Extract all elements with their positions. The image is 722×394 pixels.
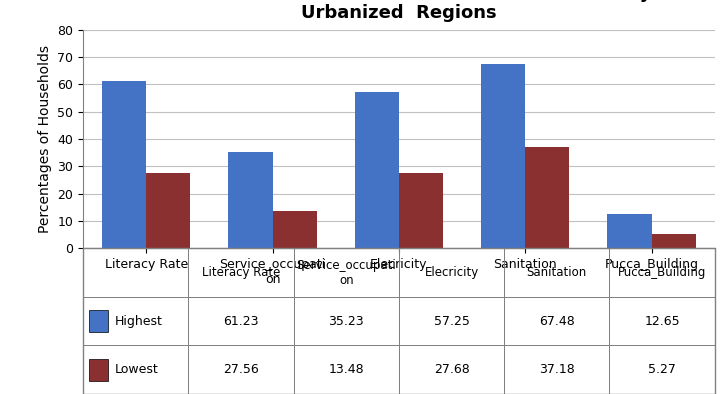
- Text: 57.25: 57.25: [434, 315, 469, 327]
- Bar: [355, 92, 399, 248]
- Bar: [294, 248, 399, 297]
- Bar: [526, 147, 570, 248]
- Text: Lowest: Lowest: [115, 363, 158, 376]
- Text: 12.65: 12.65: [644, 315, 680, 327]
- Text: 13.48: 13.48: [329, 363, 364, 376]
- Title: Scenario of Urbanizataion Paramerters   in Moderately Low
Urbanized  Regions: Scenario of Urbanizataion Paramerters in…: [100, 0, 698, 22]
- Bar: [228, 152, 273, 248]
- Bar: [90, 310, 108, 332]
- Bar: [102, 81, 146, 248]
- Bar: [273, 211, 317, 248]
- Text: Service_occupati
on: Service_occupati on: [297, 258, 396, 286]
- Text: 27.68: 27.68: [434, 363, 469, 376]
- Bar: [652, 234, 696, 248]
- Y-axis label: Percentages of Households: Percentages of Households: [38, 45, 52, 233]
- Text: 27.56: 27.56: [223, 363, 259, 376]
- Text: Pucca_Building: Pucca_Building: [618, 266, 706, 279]
- Bar: [607, 214, 652, 248]
- Text: Highest: Highest: [115, 315, 162, 327]
- Text: Elecricity: Elecricity: [425, 266, 479, 279]
- Bar: [188, 297, 294, 346]
- Bar: [90, 359, 108, 381]
- Bar: [504, 297, 609, 346]
- Text: Sanitation: Sanitation: [527, 266, 587, 279]
- Bar: [399, 248, 504, 297]
- Bar: [481, 64, 526, 248]
- Bar: [399, 173, 443, 248]
- Bar: [188, 248, 294, 297]
- Bar: [294, 297, 399, 346]
- Bar: [188, 346, 294, 394]
- Bar: [83, 248, 188, 297]
- Bar: [399, 297, 504, 346]
- Bar: [609, 297, 715, 346]
- Text: 67.48: 67.48: [539, 315, 575, 327]
- Text: 5.27: 5.27: [648, 363, 676, 376]
- Bar: [294, 346, 399, 394]
- Bar: [83, 346, 188, 394]
- Text: 35.23: 35.23: [329, 315, 364, 327]
- Text: 37.18: 37.18: [539, 363, 575, 376]
- Text: 61.23: 61.23: [223, 315, 258, 327]
- Bar: [609, 248, 715, 297]
- Bar: [609, 346, 715, 394]
- Text: Literacy Rate: Literacy Rate: [201, 266, 280, 279]
- Bar: [504, 248, 609, 297]
- Bar: [399, 346, 504, 394]
- Bar: [83, 297, 188, 346]
- Bar: [146, 173, 191, 248]
- Bar: [504, 346, 609, 394]
